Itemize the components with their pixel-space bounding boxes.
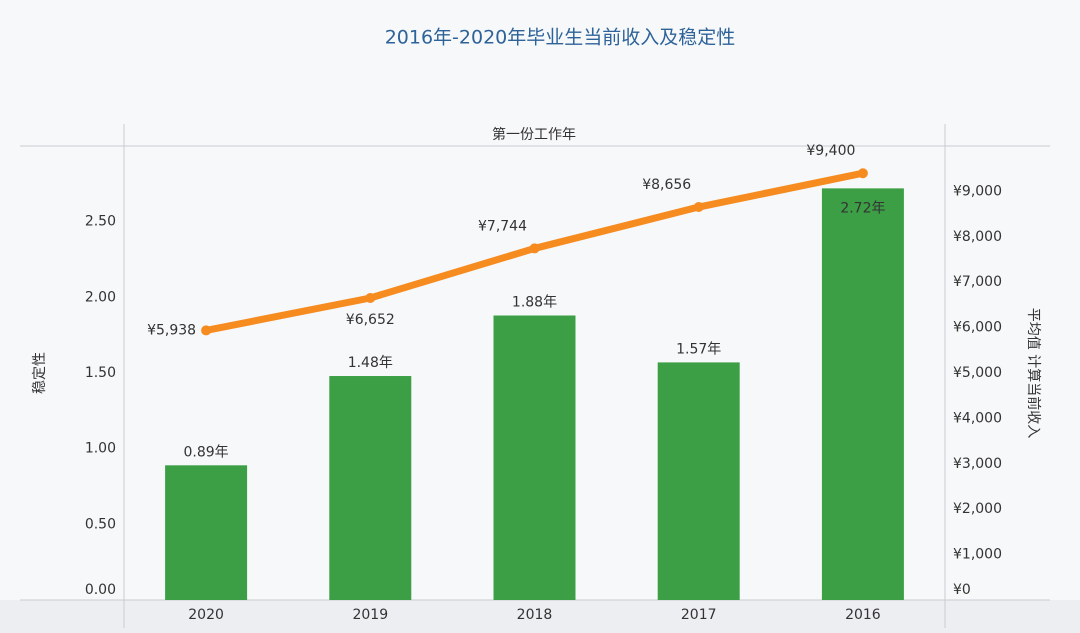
y-tick-label: 1.50 [85, 365, 116, 381]
chart-title: 2016年-2020年毕业生当前收入及稳定性 [385, 27, 736, 49]
x-tick-label: 2017 [681, 607, 717, 623]
y2-tick-label: ¥8,000 [953, 229, 1002, 245]
x-tick-label: 2016 [845, 607, 881, 623]
y-tick-label: 2.50 [85, 214, 116, 230]
line-point [365, 292, 376, 303]
x-tick-label: 2020 [188, 607, 224, 623]
line-point [201, 325, 212, 336]
x-tick-label: 2019 [352, 607, 388, 623]
y2-tick-label: ¥0 [953, 582, 971, 598]
y2-tick-label: ¥5,000 [953, 365, 1002, 381]
bar [657, 362, 740, 600]
y-axis-label: 稳定性 [32, 352, 48, 394]
y-tick-label: 1.00 [85, 441, 116, 457]
y2-tick-label: ¥3,000 [953, 456, 1002, 472]
bar-label: 1.48年 [348, 355, 393, 371]
bar-label: 0.89年 [184, 444, 229, 460]
line-point [529, 243, 540, 254]
y2-tick-label: ¥2,000 [953, 501, 1002, 517]
x-axis-label: 第一份工作年 [492, 126, 576, 143]
y-tick-label: 0.00 [85, 582, 116, 598]
y2-tick-label: ¥4,000 [953, 410, 1002, 426]
x-tick-label: 2018 [517, 607, 553, 623]
y-tick-label: 2.00 [85, 289, 116, 305]
y-tick-label: 0.50 [85, 516, 116, 532]
y2-tick-label: ¥6,000 [953, 320, 1002, 336]
axis-strip [0, 600, 1080, 633]
bar [493, 315, 576, 600]
line-label: ¥5,938 [147, 322, 196, 338]
line-point [857, 168, 868, 179]
line-label: ¥9,400 [806, 143, 855, 159]
bar-label: 1.88年 [512, 294, 557, 310]
bar-label: 1.57年 [676, 341, 721, 357]
y2-tick-label: ¥9,000 [953, 183, 1002, 199]
bar-label: 2.72年 [840, 200, 885, 216]
y2-tick-label: ¥1,000 [953, 547, 1002, 563]
line-point [693, 202, 704, 213]
line-label: ¥7,744 [478, 218, 527, 234]
bar [329, 376, 412, 600]
bar [821, 188, 904, 600]
bar [165, 465, 248, 600]
line-label: ¥8,656 [642, 177, 691, 193]
line-label: ¥6,652 [346, 312, 395, 328]
y2-axis-label: 平均值 计算当前收入 [1025, 308, 1042, 438]
y2-tick-label: ¥7,000 [953, 274, 1002, 290]
